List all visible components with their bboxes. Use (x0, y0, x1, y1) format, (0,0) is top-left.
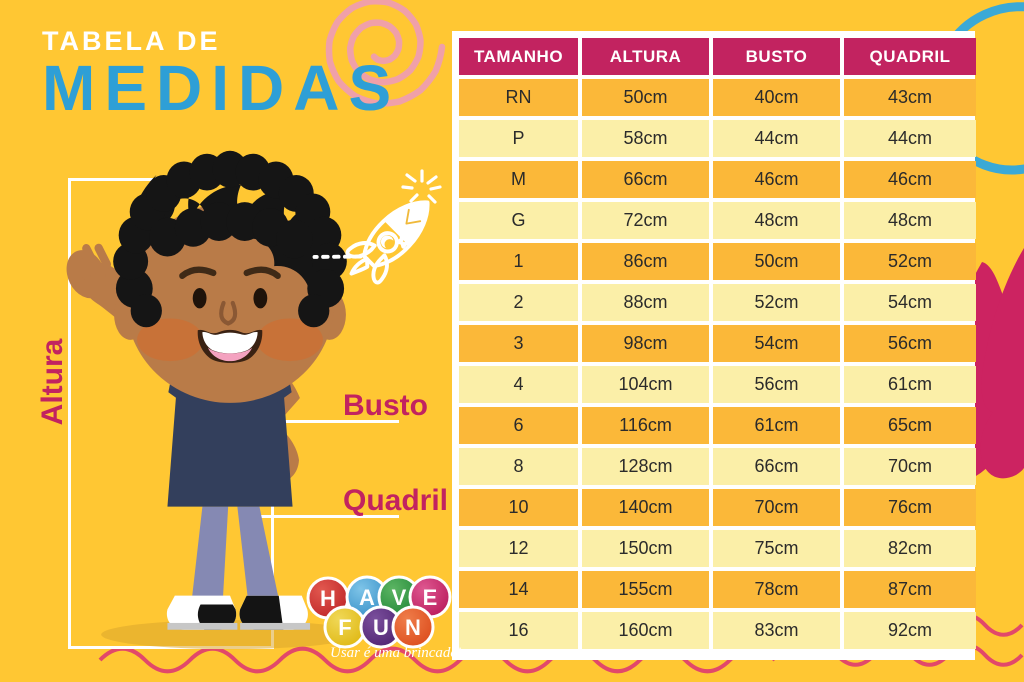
svg-text:H: H (320, 586, 336, 611)
svg-text:N: N (405, 615, 421, 640)
svg-text:U: U (373, 615, 389, 640)
svg-text:E: E (423, 585, 438, 610)
svg-text:A: A (359, 585, 375, 610)
svg-text:V: V (392, 585, 407, 610)
svg-text:F: F (338, 615, 351, 640)
